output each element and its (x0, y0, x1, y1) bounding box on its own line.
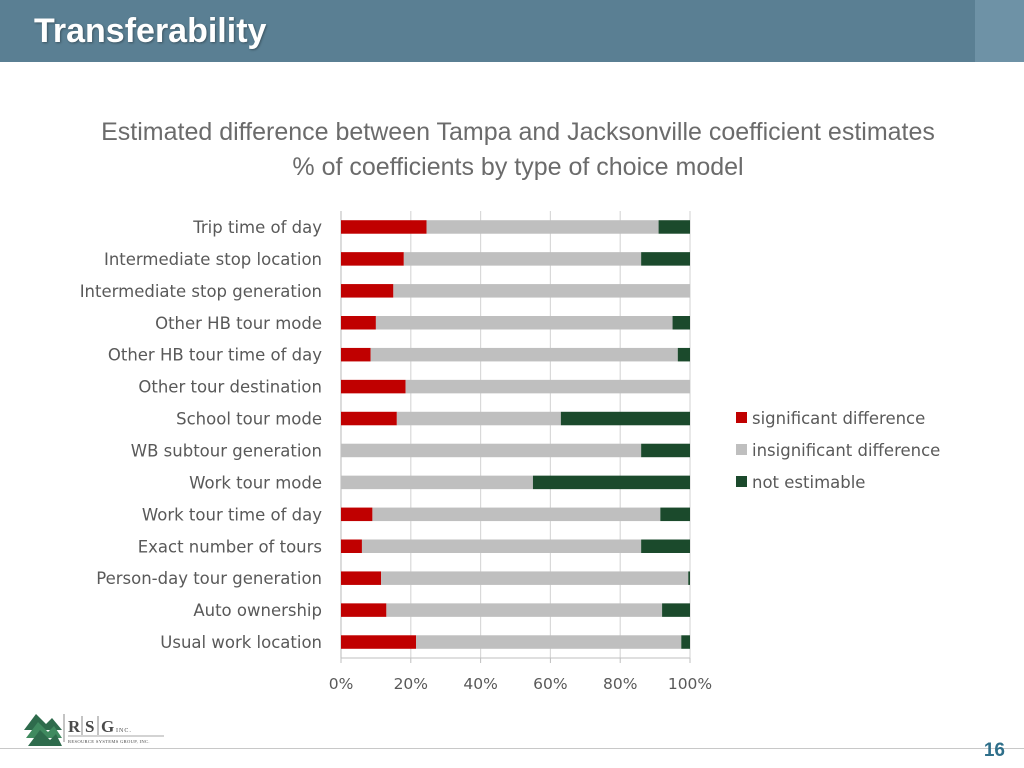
bar-segment (662, 603, 690, 617)
x-tick-label: 100% (668, 675, 712, 693)
mountain-icon (24, 714, 62, 746)
legend-entry: insignificant difference (752, 441, 940, 460)
header-accent (975, 0, 1024, 62)
category-label: Work tour time of day (142, 505, 322, 524)
category-label: WB subtour generation (131, 441, 322, 460)
bar-segment (681, 635, 690, 649)
bar-segment (341, 603, 387, 617)
logo-suffix: INC. (116, 728, 132, 734)
bar-segment (416, 635, 682, 649)
x-tick-label: 20% (394, 675, 428, 693)
category-label: Person-day tour generation (96, 569, 322, 588)
legend: significant difference insignificant diff… (736, 409, 940, 492)
bar-segment (393, 284, 690, 298)
bar-segment (341, 316, 376, 330)
page-number: 16 (983, 740, 1005, 761)
bars (341, 220, 690, 649)
bar-segment (341, 411, 397, 426)
bar-segment (341, 220, 427, 234)
bar-segment (341, 539, 362, 553)
bar-segment (381, 571, 689, 585)
x-tick-label: 40% (463, 675, 497, 693)
bar-segment (341, 284, 394, 298)
bar-segment (372, 507, 661, 522)
bar-segment (403, 252, 642, 266)
chart-subtitle: % of coefficients by type of choice mode… (292, 153, 744, 181)
x-tick-label: 60% (533, 675, 567, 693)
legend-entry: significant difference (752, 409, 925, 428)
logo-letter-r: R (68, 717, 81, 736)
category-label: Work tour mode (189, 473, 322, 492)
bar-segment (660, 507, 690, 522)
x-tick-label: 0% (329, 675, 354, 693)
bar-segment (641, 443, 690, 458)
bar-segment (341, 347, 371, 362)
slide-title: Transferability (34, 12, 267, 50)
legend-swatch (736, 476, 747, 487)
bar-segment (672, 316, 690, 330)
logo-letter-g: G (101, 717, 114, 736)
category-labels: Trip time of day Intermediate stop locati… (80, 218, 323, 652)
chart-title: Estimated difference between Tampa and J… (101, 118, 935, 146)
bar-segment (658, 220, 690, 234)
gridlines (340, 211, 691, 663)
bar-segment (341, 379, 406, 394)
bar-segment (405, 379, 690, 394)
bar-segment (375, 316, 673, 330)
bar-segment (341, 571, 382, 585)
category-label: Other HB tour time of day (108, 346, 322, 365)
logo-company-name: RESOURCE SYSTEMS GROUP, INC. (68, 739, 150, 745)
bar-segment (688, 571, 690, 585)
legend-entry: not estimable (752, 473, 865, 492)
bar-segment (641, 252, 690, 266)
legend-swatch (736, 444, 747, 455)
bar-segment (341, 635, 417, 649)
header-bar (0, 0, 1024, 62)
logo-letter-s: S (85, 717, 94, 736)
legend-swatch (736, 412, 747, 423)
category-label: Intermediate stop generation (80, 282, 322, 301)
bar-segment (361, 539, 642, 553)
bar-segment (386, 603, 663, 617)
category-label: Intermediate stop location (104, 250, 322, 269)
company-logo: R S G INC. RESOURCE SYSTEMS GROUP, INC. (24, 714, 164, 746)
x-tick-label: 80% (603, 675, 637, 693)
category-label: School tour mode (176, 410, 322, 429)
bar-segment (341, 475, 533, 490)
bar-segment (426, 220, 659, 234)
category-label: Auto ownership (193, 601, 322, 620)
category-label: Other tour destination (138, 378, 322, 397)
x-axis-ticks: 0% 20% 40% 60% 80% 100% (329, 675, 712, 693)
category-label: Other HB tour mode (155, 314, 322, 333)
bar-segment (532, 475, 690, 490)
bar-segment (560, 411, 690, 426)
category-label: Exact number of tours (138, 537, 322, 556)
bar-segment (396, 411, 561, 426)
bar-segment (341, 507, 373, 522)
bar-segment (341, 443, 642, 458)
bar-segment (370, 347, 678, 362)
category-label: Usual work location (160, 633, 322, 652)
category-label: Trip time of day (192, 218, 322, 237)
bar-segment (641, 539, 690, 553)
bar-segment (341, 252, 404, 266)
bar-segment (677, 347, 690, 362)
footer-divider (0, 748, 1024, 749)
